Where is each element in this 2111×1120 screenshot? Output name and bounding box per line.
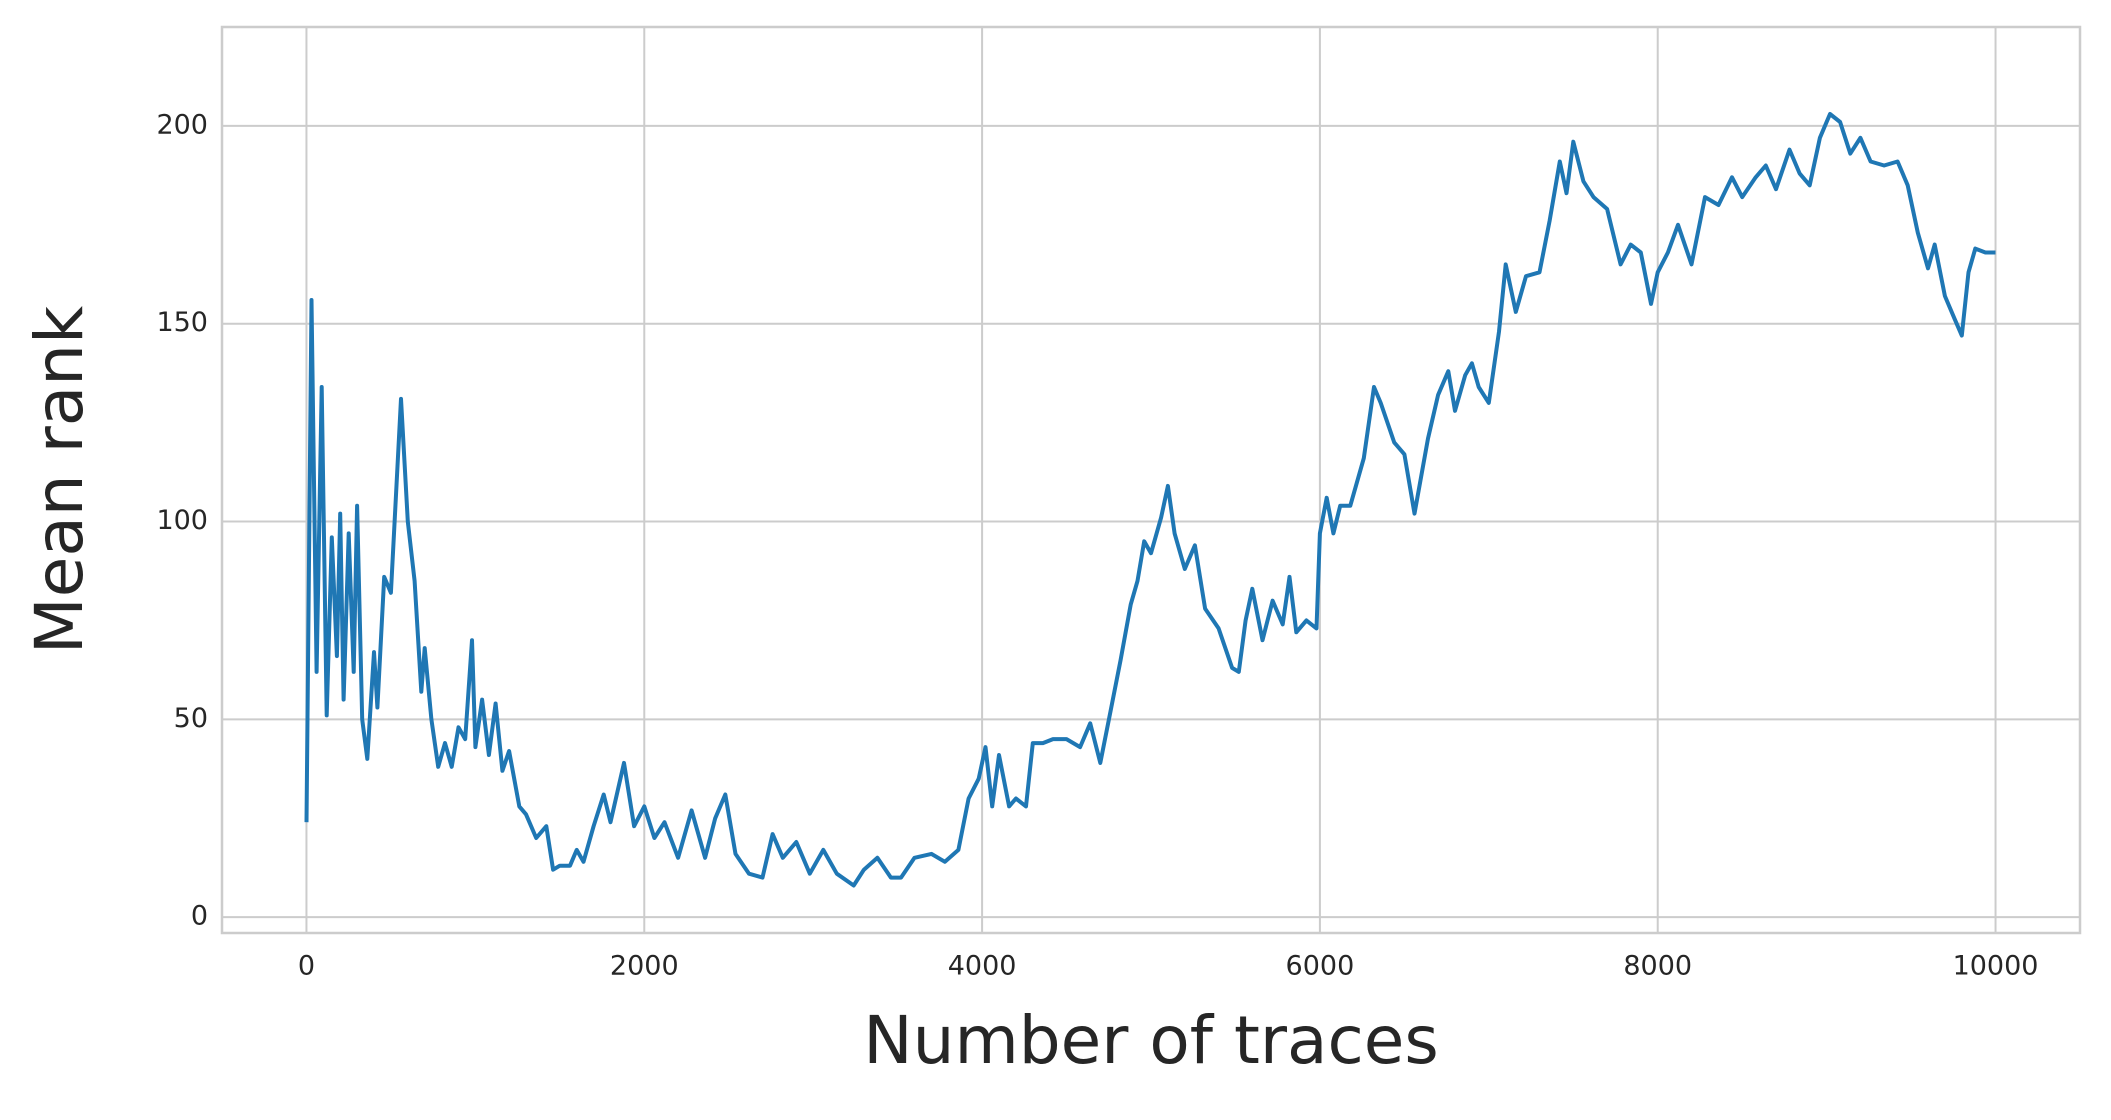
y-axis-label: Mean rank: [21, 305, 98, 654]
y-tick-label: 50: [174, 703, 208, 734]
x-tick-label: 4000: [948, 951, 1017, 982]
x-tick-label: 8000: [1623, 951, 1692, 982]
x-tick-label: 0: [298, 951, 315, 982]
y-tick-label: 150: [156, 307, 208, 338]
data-line: [304, 112, 1996, 888]
y-tick-label: 0: [191, 901, 208, 932]
x-axis-label: Number of traces: [863, 1002, 1438, 1079]
y-tick-label: 200: [156, 109, 208, 140]
plot-frame: [220, 25, 2082, 935]
x-tick-label: 6000: [1286, 951, 1355, 982]
y-tick-label: 100: [156, 505, 208, 536]
x-tick-label: 10000: [1953, 951, 2039, 982]
x-tick-label: 2000: [610, 951, 679, 982]
